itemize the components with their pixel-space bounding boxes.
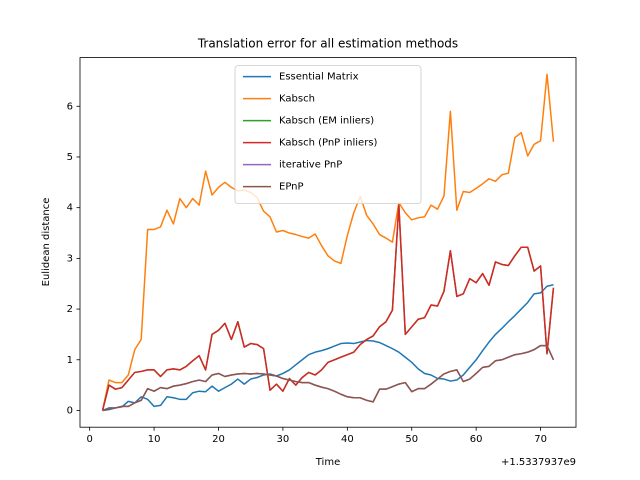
x-tick-label: 0 xyxy=(86,434,92,445)
legend-label: Kabsch (PnP inliers) xyxy=(279,138,378,149)
series-line xyxy=(102,344,555,412)
legend-label: iterative PnP xyxy=(279,160,342,171)
x-tick-label: 60 xyxy=(470,434,483,445)
x-tick-label: 40 xyxy=(341,434,354,445)
legend-label: Essential Matrix xyxy=(279,72,359,83)
legend-label: Kabsch (EM inliers) xyxy=(279,116,374,127)
chart-title: Translation error for all estimation met… xyxy=(197,37,458,51)
x-tick-label: 30 xyxy=(277,434,290,445)
series-line xyxy=(101,73,555,411)
x-axis-label: Time xyxy=(315,457,340,468)
y-tick-label: 0 xyxy=(67,405,73,416)
x-tick-label: 50 xyxy=(405,434,418,445)
legend-box xyxy=(234,65,422,204)
axes-frame xyxy=(79,57,577,428)
legend-label: EPnP xyxy=(279,182,304,193)
y-tick-label: 2 xyxy=(67,304,73,315)
x-tick-label: 20 xyxy=(212,434,225,445)
y-tick-label: 1 xyxy=(67,355,73,366)
y-tick-label: 6 xyxy=(67,101,73,112)
y-tick-label: 4 xyxy=(67,203,73,214)
x-offset-label: +1.5337937e9 xyxy=(501,457,576,468)
y-axis-label: Eulidean distance xyxy=(41,198,52,287)
x-tick-label: 70 xyxy=(534,434,547,445)
y-tick-label: 5 xyxy=(67,152,73,163)
y-tick-label: 3 xyxy=(67,253,73,264)
legend-label: Kabsch xyxy=(279,94,315,105)
series-line xyxy=(101,204,555,411)
x-tick-label: 10 xyxy=(148,434,161,445)
series-line xyxy=(102,284,554,412)
